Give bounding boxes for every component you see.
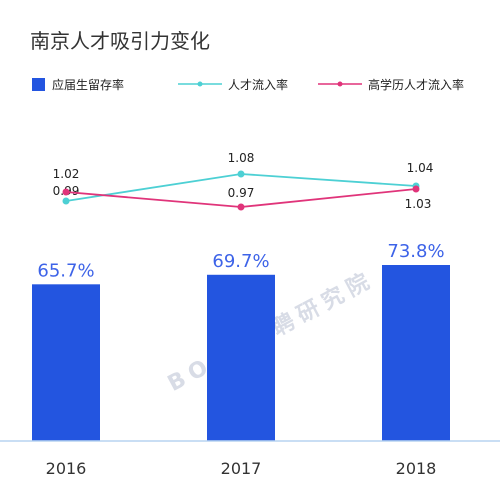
point-talent-2017 (237, 170, 245, 178)
legend: 应届生留存率 人才流入率 高学历人才流入率 (32, 77, 464, 92)
tick-label-2017: 2017 (221, 459, 262, 478)
point-label-highedu-2018: 1.03 (405, 197, 432, 211)
bar-series: 65.7% 69.7% 73.8% (32, 241, 450, 441)
bar-label-2017: 69.7% (212, 251, 269, 272)
point-label-highedu-2017: 0.97 (228, 186, 255, 200)
legend-label-bar: 应届生留存率 (52, 77, 124, 92)
bar-2018 (382, 265, 450, 441)
legend-label-talent: 人才流入率 (228, 77, 288, 92)
point-highedu-2017 (237, 203, 245, 211)
bar-2017 (207, 274, 275, 441)
bar-label-2018: 73.8% (387, 241, 444, 262)
legend-label-highedu: 高学历人才流入率 (368, 77, 464, 92)
point-talent-2016 (62, 197, 70, 205)
tick-label-2016: 2016 (46, 459, 87, 478)
legend-swatch-bar (32, 78, 45, 91)
point-highedu-2018 (412, 185, 420, 193)
point-label-talent-2018: 1.04 (407, 161, 434, 175)
legend-marker-highedu (337, 81, 343, 87)
bar-2016 (32, 284, 100, 441)
legend-marker-talent (197, 81, 203, 87)
chart-title: 南京人才吸引力变化 (30, 29, 210, 53)
point-label-highedu-2016: 1.02 (53, 167, 80, 181)
x-axis-ticks: 2016 2017 2018 (46, 459, 437, 478)
point-highedu-2016 (62, 188, 70, 196)
tick-label-2018: 2018 (396, 459, 437, 478)
bar-label-2016: 65.7% (37, 260, 94, 281)
line-series: 0.991.081.041.020.971.03 (53, 151, 434, 211)
point-label-talent-2017: 1.08 (228, 151, 255, 165)
